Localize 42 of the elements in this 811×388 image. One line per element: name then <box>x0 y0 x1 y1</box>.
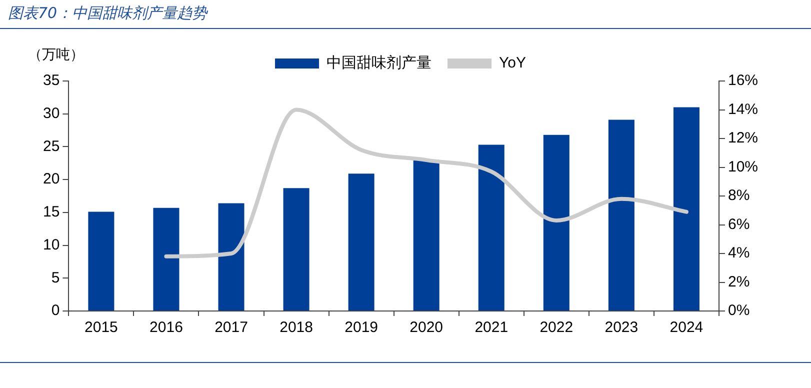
y2-tick-label: 8% <box>728 187 750 204</box>
x-tick-label: 2017 <box>214 319 248 336</box>
y2-tick-label: 16% <box>728 72 758 90</box>
y-tick-label: 15 <box>42 204 60 221</box>
bar <box>218 203 244 310</box>
y-tick-label: 5 <box>51 269 60 286</box>
x-tick-label: 2024 <box>670 319 704 336</box>
bar <box>673 107 700 310</box>
y-tick-label: 10 <box>42 236 60 254</box>
bar <box>478 144 504 310</box>
y-tick-label: 30 <box>42 105 60 122</box>
chart-title: 图表70：中国甜味剂产量趋势 <box>8 4 208 23</box>
y2-tick-label: 0% <box>728 302 750 320</box>
x-tick-label: 2016 <box>150 319 183 336</box>
legend-label: 中国甜味剂产量 <box>326 54 432 72</box>
x-tick-label: 2022 <box>540 319 574 336</box>
y-axis-title: （万吨） <box>28 46 84 64</box>
x-tick-label: 2020 <box>410 319 444 336</box>
y2-tick-label: 6% <box>728 216 750 233</box>
x-tick-label: 2021 <box>474 319 508 336</box>
bar <box>543 134 570 310</box>
bar <box>608 120 634 310</box>
x-tick-label: 2015 <box>84 319 118 336</box>
bar <box>153 208 180 310</box>
bar <box>413 160 440 310</box>
y2-tick-label: 14% <box>728 100 758 118</box>
y2-tick-label: 12% <box>728 130 758 147</box>
bar <box>348 174 374 310</box>
x-tick-label: 2019 <box>344 319 378 336</box>
y-tick-label: 25 <box>42 138 60 155</box>
y-tick-label: 35 <box>42 72 60 90</box>
y2-tick-label: 4% <box>728 244 750 262</box>
y-tick-label: 0 <box>51 302 60 320</box>
line-series <box>164 108 688 258</box>
x-tick-label: 2023 <box>604 319 638 336</box>
legend-label: YoY <box>499 54 526 72</box>
y-tick-label: 20 <box>42 170 60 188</box>
x-tick-label: 2018 <box>280 319 313 336</box>
y2-tick-label: 2% <box>728 273 750 290</box>
bar <box>283 188 310 310</box>
bar <box>88 212 114 310</box>
y2-tick-label: 10% <box>728 158 758 176</box>
